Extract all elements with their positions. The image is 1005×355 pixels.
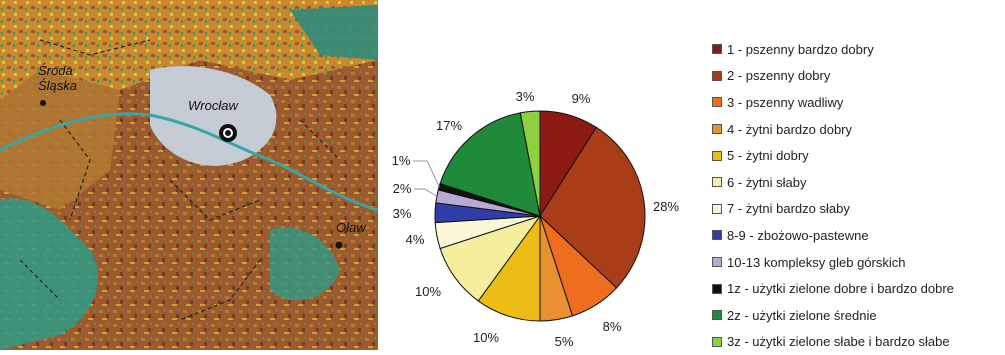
- legend-label: 3 - pszenny wadliwy: [727, 94, 844, 110]
- river-line: [0, 112, 378, 212]
- legend-label: 4 - żytni bardzo dobry: [727, 121, 853, 137]
- pie-label-11: 17%: [436, 118, 462, 133]
- pie-label-1: 9%: [572, 91, 591, 106]
- pie-leader-9: [414, 188, 438, 197]
- legend-label: 5 - żytni dobry: [727, 148, 809, 164]
- city-marker-sroda: [40, 100, 46, 106]
- legend-label: 3z - użytki zielone słabe i bardzo słabe: [727, 334, 950, 350]
- pie-label-5: 10%: [473, 330, 499, 345]
- legend-item-9: 10-13 kompleksy gleb górskich: [712, 249, 1005, 276]
- legend-item-5: 5 - żytni dobry: [712, 142, 1005, 169]
- pie-label-9: 2%: [393, 181, 412, 196]
- city-label-sroda-line1: Środa: [38, 63, 73, 78]
- legend-item-12: 3z - użytki zielone słabe i bardzo słabe: [712, 329, 1005, 355]
- pie-label-4: 5%: [555, 334, 574, 349]
- pie-leader-10: [413, 160, 440, 187]
- pie-label-12: 3%: [516, 89, 535, 104]
- pie-labels: 9% 28% 8% 5% 10% 10% 4% 3% 2% 1% 17% 3%: [392, 89, 680, 349]
- legend-item-11: 2z - użytki zielone średnie: [712, 302, 1005, 329]
- pie-leader-lines: [413, 160, 440, 197]
- legend-label: 7 - żytni bardzo słaby: [727, 201, 850, 217]
- city-label-olawa: Oław: [336, 220, 367, 235]
- soil-map: Środa Śląska Wrocław Oław: [0, 0, 378, 350]
- legend-label: 6 - żytni słaby: [727, 174, 807, 190]
- map-green-zone-east: [270, 227, 340, 301]
- legend-swatch: [712, 257, 722, 268]
- legend-label: 1z - użytki zielone dobre i bardzo dobre: [727, 281, 954, 297]
- pie-label-3: 8%: [603, 319, 622, 334]
- legend-item-6: 6 - żytni słaby: [712, 169, 1005, 196]
- city-label-sroda-line2: Śląska: [38, 78, 77, 93]
- pie-label-2: 28%: [653, 199, 679, 214]
- pie-label-10: 1%: [392, 153, 411, 168]
- pie-slice-2: [539, 126, 646, 289]
- legend-label: 8-9 - zbożowo-pastewne: [727, 227, 869, 243]
- legend: 1 - pszenny bardzo dobry 2 - pszenny dobr…: [712, 36, 1005, 355]
- legend-label: 2 - pszenny dobry: [727, 68, 831, 84]
- legend-item-8: 8-9 - zbożowo-pastewne: [712, 222, 1005, 249]
- legend-item-4: 4 - żytni bardzo dobry: [712, 116, 1005, 143]
- legend-swatch: [712, 283, 722, 294]
- legend-label: 2z - użytki zielone średnie: [727, 307, 877, 323]
- pie-chart: 9% 28% 8% 5% 10% 10% 4% 3% 2% 1% 17% 3%: [392, 89, 680, 349]
- legend-item-2: 2 - pszenny dobry: [712, 63, 1005, 90]
- legend-swatch: [712, 70, 722, 81]
- legend-swatch: [712, 97, 722, 108]
- pie-slice-12: [519, 110, 541, 217]
- wroclaw-urban-area: [150, 66, 277, 166]
- legend-item-10: 1z - użytki zielone dobre i bardzo dobre: [712, 275, 1005, 302]
- legend-label: 1 - pszenny bardzo dobry: [727, 41, 874, 57]
- legend-swatch: [712, 177, 722, 188]
- city-marker-wroclaw-inner: [225, 130, 231, 136]
- city-marker-olawa: [335, 241, 343, 249]
- legend-swatch: [712, 124, 722, 135]
- map-west-area: [0, 70, 120, 210]
- legend-swatch: [712, 230, 722, 241]
- pie-label-7: 4%: [406, 232, 425, 247]
- legend-item-7: 7 - żytni bardzo słaby: [712, 196, 1005, 223]
- pie-label-8: 3%: [393, 206, 412, 221]
- legend-swatch: [712, 150, 722, 161]
- pie-label-6: 10%: [415, 284, 441, 299]
- legend-swatch: [712, 44, 722, 55]
- pie-slices: [434, 110, 646, 322]
- legend-item-3: 3 - pszenny wadliwy: [712, 89, 1005, 116]
- legend-swatch: [712, 336, 722, 347]
- legend-item-1: 1 - pszenny bardzo dobry: [712, 36, 1005, 63]
- soil-map-image: Środa Śląska Wrocław Oław: [0, 0, 378, 350]
- pie-chart-panel: 9% 28% 8% 5% 10% 10% 4% 3% 2% 1% 17% 3%: [378, 0, 698, 350]
- city-label-wroclaw: Wrocław: [188, 98, 239, 113]
- legend-swatch: [712, 203, 722, 214]
- admin-borders: [19, 39, 341, 321]
- map-north-area: [0, 0, 378, 100]
- map-green-zone: [0, 198, 99, 350]
- pie-slice-11: [439, 112, 541, 217]
- legend-swatch: [712, 310, 722, 321]
- legend-label: 10-13 kompleksy gleb górskich: [727, 254, 906, 270]
- map-green-zone-ne: [290, 5, 378, 60]
